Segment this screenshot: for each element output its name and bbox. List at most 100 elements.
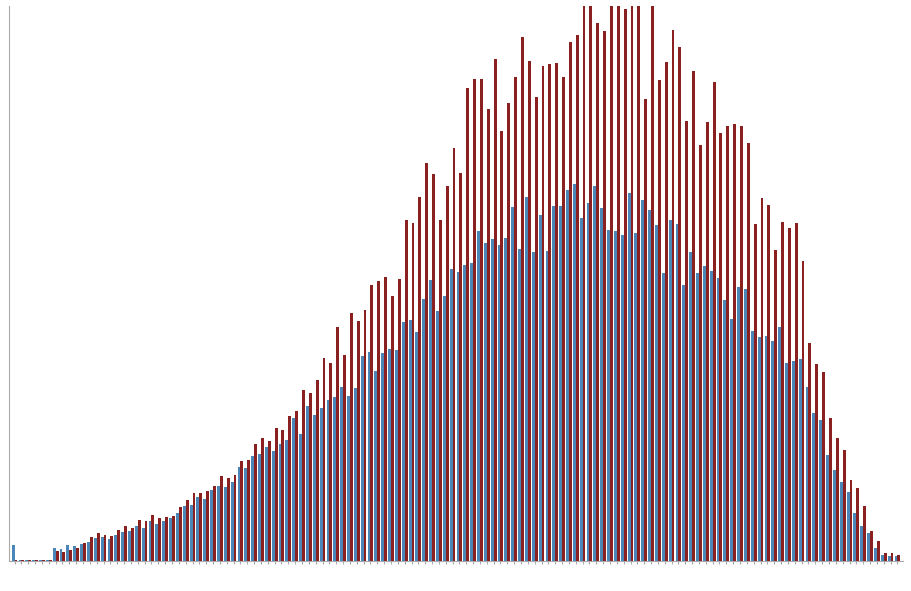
- Bar: [538, 215, 541, 561]
- Bar: [572, 184, 575, 561]
- Bar: [268, 441, 271, 561]
- Bar: [689, 252, 691, 561]
- Bar: [684, 121, 688, 561]
- Bar: [100, 537, 104, 561]
- Bar: [77, 548, 79, 561]
- Bar: [165, 517, 168, 561]
- Bar: [650, 1, 653, 561]
- Bar: [189, 505, 192, 561]
- Bar: [97, 533, 99, 561]
- Bar: [196, 497, 200, 561]
- Bar: [63, 551, 66, 561]
- Bar: [292, 418, 295, 561]
- Bar: [527, 60, 530, 561]
- Bar: [804, 387, 807, 561]
- Bar: [347, 396, 350, 561]
- Bar: [750, 331, 752, 561]
- Bar: [121, 532, 124, 561]
- Bar: [609, 0, 612, 561]
- Bar: [473, 79, 476, 561]
- Bar: [432, 174, 435, 561]
- Bar: [886, 556, 889, 561]
- Bar: [746, 144, 749, 561]
- Bar: [654, 225, 657, 561]
- Bar: [784, 363, 787, 561]
- Bar: [507, 103, 509, 561]
- Bar: [402, 322, 404, 561]
- Bar: [135, 527, 138, 561]
- Bar: [845, 492, 848, 561]
- Bar: [285, 440, 288, 561]
- Bar: [814, 364, 817, 561]
- Bar: [258, 454, 261, 561]
- Bar: [131, 528, 134, 561]
- Bar: [725, 126, 729, 561]
- Bar: [855, 488, 858, 561]
- Bar: [192, 493, 195, 561]
- Bar: [247, 460, 250, 561]
- Bar: [186, 500, 189, 561]
- Bar: [678, 47, 681, 561]
- Bar: [484, 243, 486, 561]
- Bar: [261, 438, 263, 561]
- Bar: [889, 553, 893, 561]
- Bar: [869, 531, 872, 561]
- Bar: [517, 249, 520, 561]
- Bar: [568, 42, 571, 561]
- Bar: [12, 544, 15, 561]
- Bar: [107, 539, 110, 561]
- Bar: [534, 97, 537, 561]
- Bar: [26, 560, 28, 561]
- Bar: [873, 548, 875, 561]
- Bar: [443, 296, 445, 561]
- Bar: [145, 521, 148, 561]
- Bar: [404, 220, 407, 561]
- Bar: [894, 556, 896, 561]
- Bar: [370, 285, 373, 561]
- Bar: [709, 271, 711, 561]
- Bar: [114, 535, 118, 561]
- Bar: [675, 224, 678, 561]
- Bar: [459, 173, 462, 561]
- Bar: [329, 363, 332, 561]
- Bar: [176, 513, 179, 561]
- Bar: [59, 548, 63, 561]
- Bar: [730, 319, 732, 561]
- Bar: [766, 205, 770, 561]
- Bar: [664, 62, 667, 561]
- Bar: [374, 371, 377, 561]
- Bar: [773, 251, 776, 561]
- Bar: [620, 235, 623, 561]
- Bar: [141, 528, 145, 561]
- Bar: [648, 210, 650, 561]
- Bar: [326, 400, 329, 561]
- Bar: [452, 148, 455, 561]
- Bar: [302, 391, 304, 561]
- Bar: [818, 420, 821, 561]
- Bar: [22, 560, 25, 561]
- Bar: [561, 77, 564, 561]
- Bar: [343, 355, 345, 561]
- Bar: [241, 460, 243, 561]
- Bar: [425, 163, 427, 561]
- Bar: [661, 273, 664, 561]
- Bar: [438, 220, 441, 561]
- Bar: [162, 521, 165, 561]
- Bar: [470, 262, 473, 561]
- Bar: [821, 372, 824, 561]
- Bar: [599, 207, 602, 561]
- Bar: [32, 560, 36, 561]
- Bar: [497, 245, 500, 561]
- Bar: [739, 126, 742, 561]
- Bar: [388, 349, 391, 561]
- Bar: [213, 486, 216, 561]
- Bar: [545, 251, 548, 561]
- Bar: [848, 480, 852, 561]
- Bar: [637, 0, 640, 561]
- Bar: [552, 206, 555, 561]
- Bar: [90, 537, 93, 561]
- Bar: [812, 413, 814, 561]
- Bar: [87, 541, 90, 561]
- Bar: [69, 550, 72, 561]
- Bar: [288, 416, 291, 561]
